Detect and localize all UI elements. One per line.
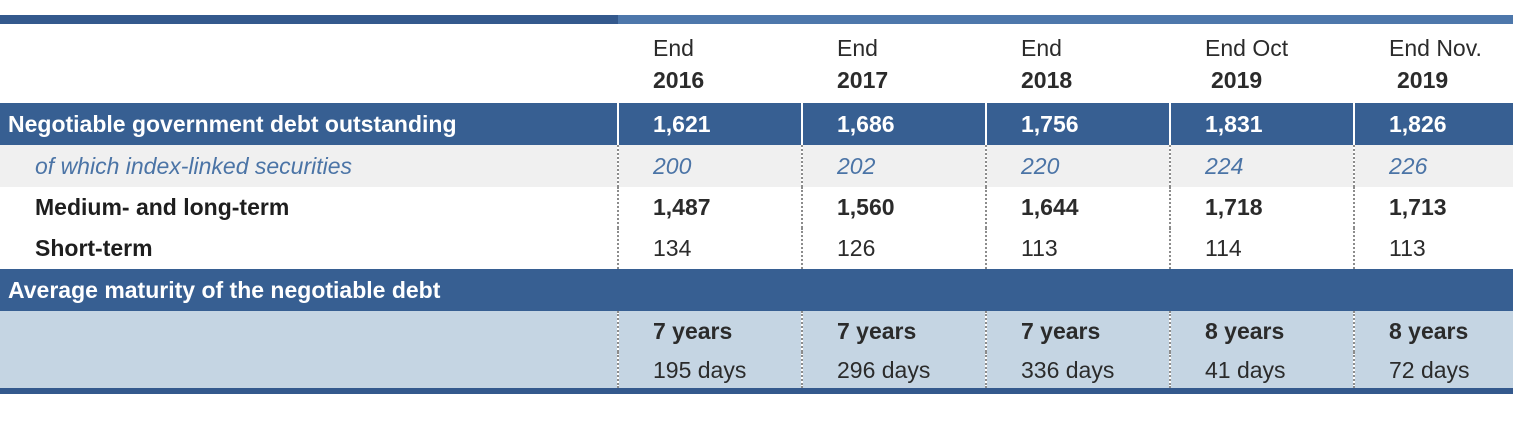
cell-value: 1,718 bbox=[1169, 187, 1354, 228]
cell-value: 1,826 bbox=[1354, 103, 1513, 145]
column-header-year: 2018 bbox=[1021, 66, 1073, 93]
cell-value: 1,831 bbox=[1170, 103, 1354, 145]
row-maturity-years: 7 years 7 years 7 years 8 years 8 years bbox=[0, 311, 1513, 352]
government-debt-table: End 2016 End 2017 End 2018 End Oct 2019 … bbox=[0, 24, 1513, 388]
cell-days: 195 days bbox=[617, 352, 802, 388]
cell-value: 226 bbox=[1353, 145, 1513, 187]
row-label-empty bbox=[0, 352, 618, 388]
column-header: End 2016 bbox=[618, 24, 802, 103]
cell-value: 1,644 bbox=[985, 187, 1170, 228]
column-header-period: End Nov. bbox=[1389, 34, 1482, 61]
row-medium-long-term: Medium- and long-term 1,487 1,560 1,644 … bbox=[0, 187, 1513, 228]
column-header-period: End bbox=[1021, 34, 1062, 61]
cell-value: 1,621 bbox=[618, 103, 802, 145]
cell-value: 200 bbox=[617, 145, 802, 187]
header-row: End 2016 End 2017 End 2018 End Oct 2019 … bbox=[0, 24, 1513, 103]
column-header-year: 2019 bbox=[1211, 66, 1263, 93]
top-rule-light-segment bbox=[618, 15, 1513, 24]
cell-years: 7 years bbox=[617, 311, 802, 352]
top-rule-dark-segment bbox=[0, 15, 618, 24]
column-header-period: End Oct bbox=[1205, 34, 1289, 61]
column-header-year: 2017 bbox=[837, 66, 889, 93]
cell-years: 7 years bbox=[985, 311, 1170, 352]
row-label: Medium- and long-term bbox=[35, 194, 290, 220]
cell-value: 1,713 bbox=[1353, 187, 1513, 228]
cell-value: 1,686 bbox=[802, 103, 986, 145]
row-label-empty bbox=[0, 311, 618, 352]
row-label: Short-term bbox=[35, 235, 153, 261]
header-empty-cell bbox=[0, 24, 618, 103]
cell-years: 7 years bbox=[801, 311, 986, 352]
row-index-linked: of which index-linked securities 200 202… bbox=[0, 145, 1513, 187]
cell-value: 220 bbox=[985, 145, 1170, 187]
row-negotiable-debt: Negotiable government debt outstanding 1… bbox=[0, 103, 1513, 145]
cell-value: 114 bbox=[1169, 228, 1354, 269]
column-header: End 2017 bbox=[802, 24, 986, 103]
cell-value: 113 bbox=[1353, 228, 1513, 269]
cell-days: 41 days bbox=[1169, 352, 1354, 388]
column-header: End Nov. 2019 bbox=[1354, 24, 1513, 103]
column-header: End Oct 2019 bbox=[1170, 24, 1354, 103]
cell-value: 134 bbox=[617, 228, 802, 269]
cell-days: 296 days bbox=[801, 352, 986, 388]
column-header-year: 2016 bbox=[653, 66, 705, 93]
row-label: of which index-linked securities bbox=[0, 145, 618, 187]
cell-years: 8 years bbox=[1169, 311, 1354, 352]
cell-value: 224 bbox=[1169, 145, 1354, 187]
cell-value: 202 bbox=[801, 145, 986, 187]
column-header-period: End bbox=[653, 34, 694, 61]
cell-value: 1,756 bbox=[986, 103, 1170, 145]
cell-days: 72 days bbox=[1353, 352, 1513, 388]
bottom-rule bbox=[0, 388, 1513, 394]
cell-years: 8 years bbox=[1353, 311, 1513, 352]
cell-value: 113 bbox=[985, 228, 1170, 269]
row-label: Negotiable government debt outstanding bbox=[0, 103, 618, 145]
column-header: End 2018 bbox=[986, 24, 1170, 103]
row-maturity-days: 195 days 296 days 336 days 41 days 72 da… bbox=[0, 352, 1513, 388]
row-short-term: Short-term 134 126 113 114 113 bbox=[0, 228, 1513, 269]
cell-value: 1,560 bbox=[801, 187, 986, 228]
column-header-period: End bbox=[837, 34, 878, 61]
cell-value: 126 bbox=[801, 228, 986, 269]
cell-value: 1,487 bbox=[617, 187, 802, 228]
row-label: Average maturity of the negotiable debt bbox=[0, 269, 1513, 311]
column-header-year: 2019 bbox=[1397, 66, 1449, 93]
row-average-maturity-heading: Average maturity of the negotiable debt bbox=[0, 269, 1513, 311]
top-rule bbox=[0, 15, 1513, 24]
cell-days: 336 days bbox=[985, 352, 1170, 388]
